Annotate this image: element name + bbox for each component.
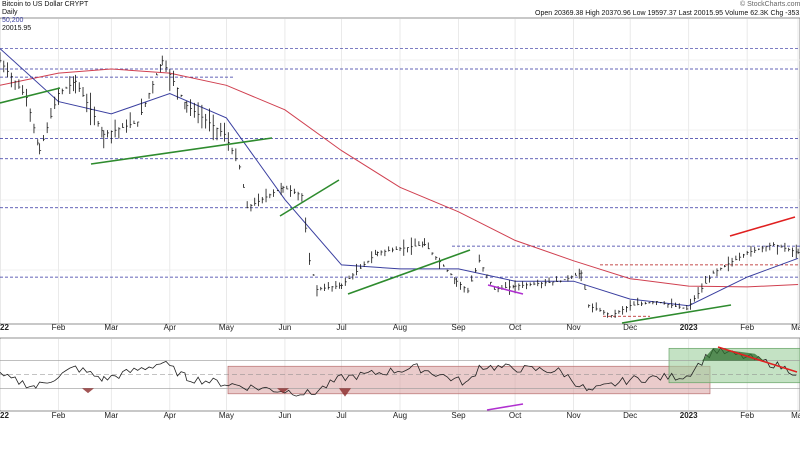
ma-label: 50,200 [2,17,24,24]
last-value-label: 20015.95 [2,25,32,32]
rsi-resistance-trendline [717,346,798,373]
month-tick-label: Aug [393,323,407,332]
month-tick-label: 2022 [0,411,9,420]
month-tick-label: Feb [52,411,66,420]
rsi-panel-frame [0,337,800,412]
month-tick-label: Jul [336,323,346,332]
chart-title: Bitcoin to US Dollar CRYPT [2,1,89,8]
rsi-line [0,347,797,397]
month-tick-label: Mar [791,411,800,420]
support-trendline [90,137,273,165]
month-tick-label: Feb [740,411,754,420]
rsi-oversold-fill [339,388,351,397]
month-tick-label: Nov [566,411,580,420]
rsi-overbought-fill [701,348,765,361]
ma-fast-line [0,48,799,307]
ma-slow-line [0,68,799,288]
month-tick-label: Sep [451,323,466,332]
month-tick-label: Dec [623,411,637,420]
rsi-oversold-fill [82,388,94,394]
support-trendline [0,87,61,104]
month-tick-label: Feb [52,323,66,332]
month-tick-label: Oct [509,411,522,420]
resistance-trendline [729,216,796,237]
month-tick-label: May [219,323,234,332]
copyright-text: © StockCharts.com [740,1,800,8]
chart-interval: Daily [2,9,18,16]
month-tick-label: Aug [393,411,407,420]
month-tick-label: Apr [164,411,177,420]
month-tick-label: Jul [336,411,346,420]
month-tick-label: Mar [104,323,118,332]
support-trendline [279,179,340,217]
month-tick-label: May [219,411,234,420]
month-tick-label: Oct [509,323,522,332]
month-tick-label: Dec [623,323,637,332]
month-tick-label: Jun [278,411,291,420]
month-tick-label: Nov [566,323,580,332]
month-tick-label: Apr [164,323,177,332]
ohlc-readout: Open 20369.38 High 20370.96 Low 19597.37… [535,10,800,17]
month-tick-label: 2023 [680,323,698,332]
month-tick-label: 2023 [680,411,698,420]
month-tick-label: 2022 [0,323,9,332]
support-trendline [621,304,732,324]
month-tick-label: Jun [278,323,291,332]
rsi-oversold-fill [277,388,289,394]
support-trendline [347,249,471,295]
rsi-divergence-line [486,403,524,411]
price-divergence-line [487,284,524,295]
month-tick-label: Mar [104,411,118,420]
month-tick-label: Sep [451,411,466,420]
month-tick-label: Feb [740,323,754,332]
month-tick-label: Mar [791,323,800,332]
price-panel-frame [0,17,800,325]
